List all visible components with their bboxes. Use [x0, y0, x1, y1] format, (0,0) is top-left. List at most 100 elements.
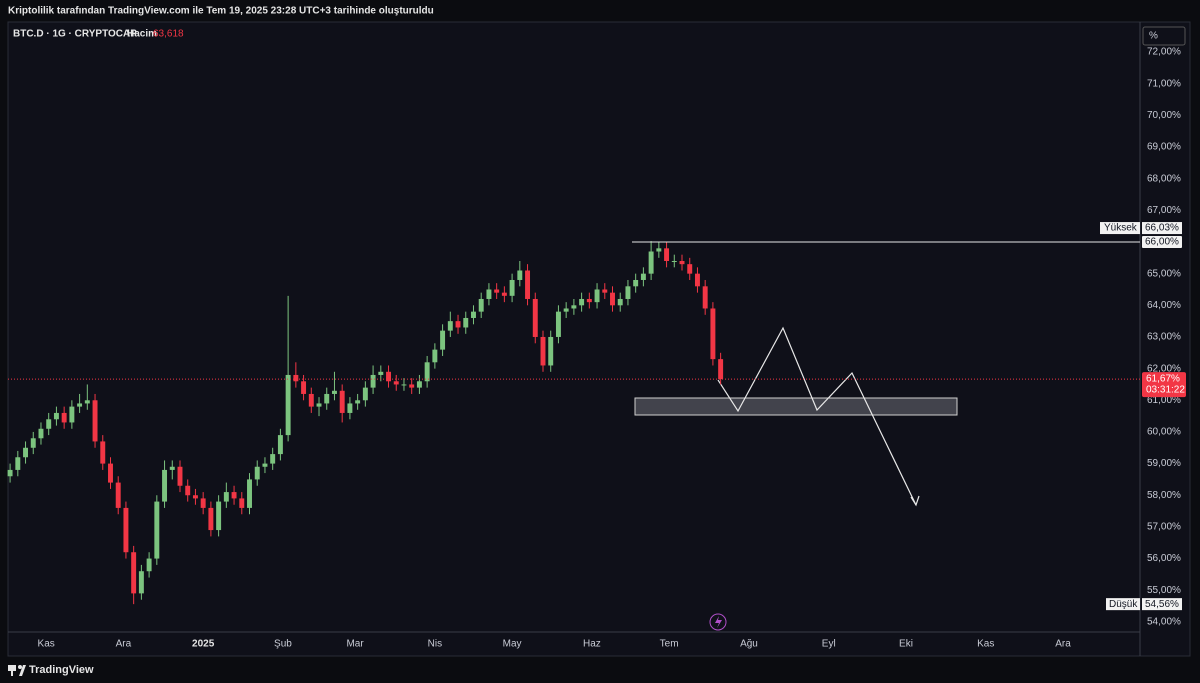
candle-body	[370, 374, 376, 388]
high-value-box	[1142, 222, 1182, 235]
x-tick-label: Tem	[660, 639, 679, 650]
x-tick-label: Ağu	[740, 639, 758, 650]
low-value: 54,56%	[1145, 599, 1179, 610]
candle-body	[571, 305, 577, 309]
candle-body	[525, 270, 531, 299]
candle-body	[555, 311, 561, 337]
candle-body	[247, 479, 252, 508]
candle-body	[447, 321, 453, 331]
candle-body	[494, 289, 500, 293]
candle-body	[633, 279, 639, 287]
candle-body	[694, 273, 700, 287]
candle-body	[285, 374, 291, 436]
candle-body	[386, 371, 391, 382]
candle-body	[92, 400, 98, 442]
candle-body	[301, 381, 307, 394]
y-tick-label: 67,00%	[1147, 205, 1181, 216]
event-icon[interactable]	[709, 613, 727, 631]
y-tick-label: 58,00%	[1147, 490, 1181, 501]
candle-body	[671, 260, 677, 262]
y-tick-label: 70,00%	[1147, 110, 1181, 121]
candle-body	[586, 298, 592, 303]
candle-body	[185, 485, 191, 496]
candle-body	[331, 390, 337, 394]
candle-body	[108, 463, 113, 483]
candle-body	[718, 359, 724, 380]
x-tick-label: May	[503, 639, 522, 650]
volume-name: Hacim	[127, 29, 157, 40]
candle-body	[216, 501, 222, 531]
candle-body	[424, 362, 430, 382]
candle-body	[640, 273, 646, 280]
candle-body	[355, 400, 361, 404]
candle-body	[100, 441, 106, 464]
candle-body	[540, 336, 546, 366]
candle-body	[617, 298, 623, 306]
y-tick-label: 55,00%	[1147, 585, 1181, 596]
candle-body	[648, 251, 654, 274]
candle-body	[594, 289, 600, 303]
candle-body	[486, 289, 492, 299]
y-tick-label: 65,00%	[1147, 268, 1181, 279]
x-tick-label: Kas	[38, 639, 55, 650]
candle-body	[30, 438, 36, 448]
candle-body	[293, 374, 299, 382]
candle-body	[200, 498, 206, 508]
candle-body	[416, 381, 422, 388]
low-value-box	[1142, 598, 1182, 611]
candle-body	[69, 406, 75, 423]
candle-body	[393, 381, 399, 385]
candle-body	[664, 248, 670, 261]
y-tick-label: 57,00%	[1147, 522, 1181, 533]
volume-value: 63,618	[153, 29, 184, 40]
candle-body	[517, 270, 523, 280]
y-tick-label: 63,00%	[1147, 332, 1181, 343]
candle-body	[239, 498, 245, 508]
x-tick-label: Nis	[428, 639, 442, 650]
last-price-box	[1142, 372, 1186, 398]
y-tick-label: 61,00%	[1147, 395, 1181, 406]
low-name-box	[1106, 598, 1140, 611]
candle-body	[177, 466, 183, 486]
logo-part	[11, 665, 13, 676]
candle-body	[478, 298, 484, 312]
candle-body	[401, 384, 407, 386]
candle-body	[687, 264, 693, 274]
candle-body	[471, 311, 476, 318]
candle-body	[308, 393, 314, 407]
chart-panel	[7, 21, 1191, 657]
candle-body	[656, 248, 662, 252]
candle-body	[316, 403, 322, 407]
candle-body	[679, 260, 685, 265]
candle-body	[162, 469, 168, 502]
candle-body	[123, 507, 129, 553]
x-tick-label: Kas	[977, 639, 994, 650]
candle-body	[610, 292, 615, 306]
y-tick-label: 72,00%	[1147, 47, 1181, 58]
candle-body	[115, 482, 121, 508]
y-tick-label: 68,00%	[1147, 173, 1181, 184]
candle-body	[440, 330, 446, 350]
candle-body	[501, 292, 507, 296]
x-tick-label: Eki	[899, 639, 913, 650]
candle-body	[432, 349, 438, 363]
last-price-label: 61,67%	[1146, 374, 1180, 385]
projection-arrowhead	[910, 495, 920, 507]
candle-body	[138, 571, 144, 594]
brand: TradingView	[29, 664, 94, 676]
candle-body	[362, 387, 368, 401]
candle-body	[378, 371, 384, 375]
candle-body	[509, 279, 515, 296]
y-tick-label: 69,00%	[1147, 142, 1181, 153]
event-bolt	[715, 616, 722, 628]
candle-body	[563, 308, 569, 312]
candle-body	[169, 466, 175, 470]
unit-box	[1142, 26, 1186, 46]
candle-body	[277, 435, 283, 455]
candle-body	[146, 558, 152, 572]
high-name-box	[1100, 222, 1140, 235]
y-tick-label: 71,00%	[1147, 78, 1181, 89]
candle-body	[15, 457, 21, 470]
candle-body	[579, 298, 585, 306]
